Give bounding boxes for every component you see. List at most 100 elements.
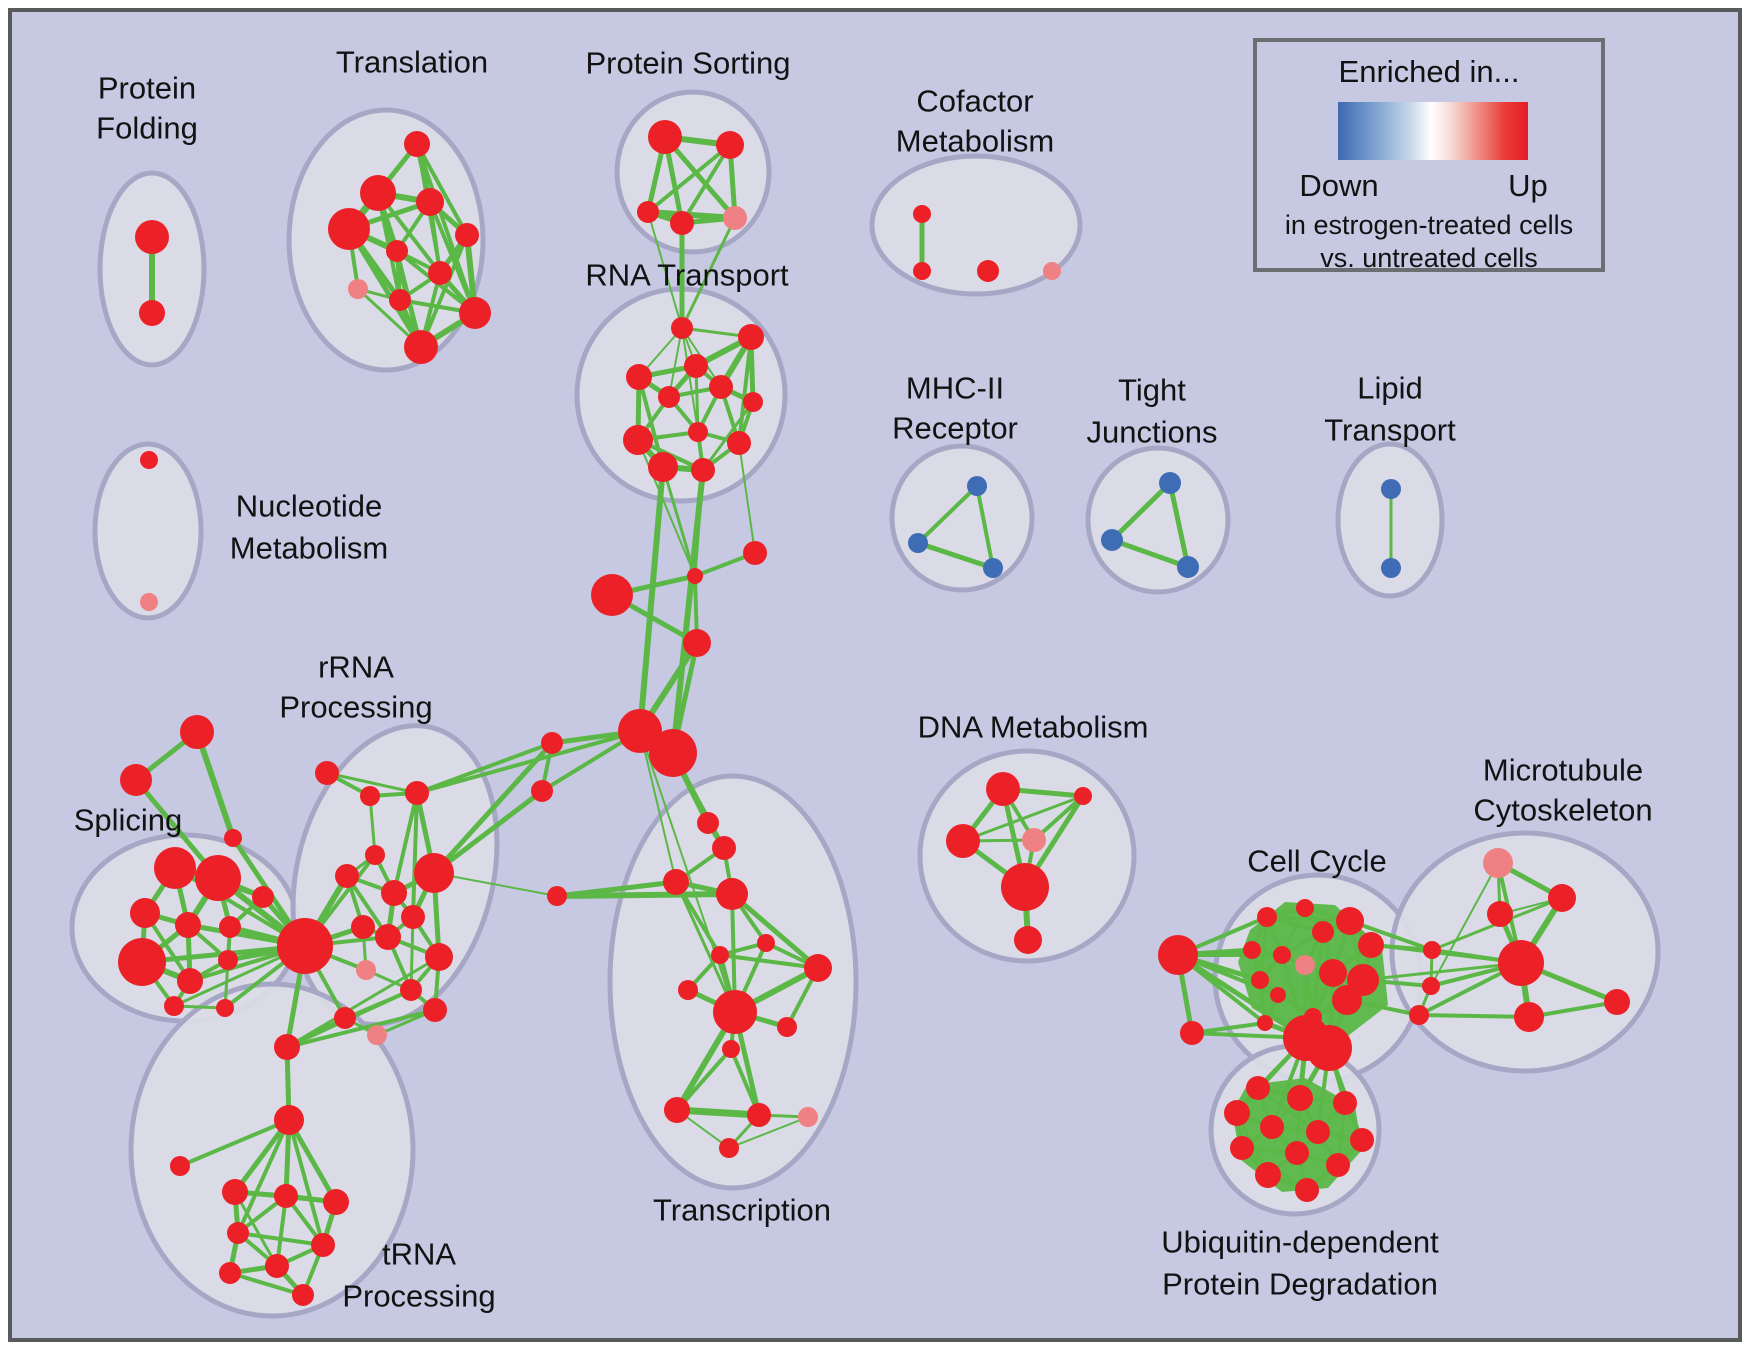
microtubule-cytoskeleton-node-8[interactable] xyxy=(1409,1005,1429,1025)
ubiquitin-degradation-node-9[interactable] xyxy=(1326,1153,1350,1177)
transcription-node-9[interactable] xyxy=(713,990,757,1034)
splicing-node-3[interactable] xyxy=(130,898,160,928)
rna-transport-node-11[interactable] xyxy=(691,458,715,482)
transcription-node-4[interactable] xyxy=(547,886,567,906)
cell-cycle-node-6[interactable] xyxy=(1273,946,1291,964)
ubiquitin-degradation-node-3[interactable] xyxy=(1224,1100,1250,1126)
translation-node-9[interactable] xyxy=(459,297,491,329)
protein-sorting-node-1[interactable] xyxy=(716,131,744,159)
tight-junctions-node-2[interactable] xyxy=(1177,556,1199,578)
transcription-node-6[interactable] xyxy=(757,934,775,952)
translation-node-0[interactable] xyxy=(404,131,430,157)
protein-folding-node-0[interactable] xyxy=(135,220,169,254)
cell-cycle-node-2[interactable] xyxy=(1336,907,1364,935)
rna-transport-node-10[interactable] xyxy=(648,452,678,482)
rrna-processing-node-2[interactable] xyxy=(405,781,429,805)
ubiquitin-degradation-node-0[interactable] xyxy=(1246,1076,1270,1100)
connectors-node-12[interactable] xyxy=(1180,1021,1204,1045)
transcription-node-7[interactable] xyxy=(804,954,832,982)
splicing-node-2[interactable] xyxy=(252,886,274,908)
rna-transport-node-9[interactable] xyxy=(727,431,751,455)
microtubule-cytoskeleton-node-5[interactable] xyxy=(1514,1002,1544,1032)
translation-node-7[interactable] xyxy=(348,279,368,299)
rrna-processing-node-9[interactable] xyxy=(401,905,425,929)
connectors-node-7[interactable] xyxy=(649,729,697,777)
rrna-processing-node-5[interactable] xyxy=(381,880,407,906)
ubiquitin-degradation-node-1[interactable] xyxy=(1287,1085,1313,1111)
rrna-processing-node-0[interactable] xyxy=(315,761,339,785)
transcription-node-14[interactable] xyxy=(798,1107,818,1127)
transcription-node-2[interactable] xyxy=(663,869,689,895)
rrna-processing-node-14[interactable] xyxy=(334,1007,356,1029)
protein-sorting-node-3[interactable] xyxy=(670,211,694,235)
cell-cycle-node-11[interactable] xyxy=(1270,987,1286,1003)
ubiquitin-degradation-node-5[interactable] xyxy=(1306,1120,1330,1144)
cofactor-metabolism-node-2[interactable] xyxy=(977,260,999,282)
connectors-node-11[interactable] xyxy=(1158,935,1198,975)
protein-folding-node-1[interactable] xyxy=(139,300,165,326)
connectors-node-6[interactable] xyxy=(618,709,662,753)
cell-cycle-node-12[interactable] xyxy=(1332,985,1362,1015)
translation-node-1[interactable] xyxy=(360,175,396,211)
connectors-node-1[interactable] xyxy=(743,541,767,565)
transcription-node-8[interactable] xyxy=(678,980,698,1000)
cofactor-metabolism-node-1[interactable] xyxy=(913,262,931,280)
ubiquitin-degradation-node-11[interactable] xyxy=(1295,1178,1319,1202)
dna-metabolism-node-0[interactable] xyxy=(986,772,1020,806)
lipid-transport-node-0[interactable] xyxy=(1381,479,1401,499)
dna-metabolism-node-1[interactable] xyxy=(1074,787,1092,805)
protein-sorting-node-4[interactable] xyxy=(723,206,747,230)
trna-processing-node-5[interactable] xyxy=(323,1189,349,1215)
transcription-node-3[interactable] xyxy=(716,878,748,910)
trna-processing-node-1[interactable] xyxy=(274,1105,304,1135)
cell-cycle-node-8[interactable] xyxy=(1251,971,1269,989)
cell-cycle-node-7[interactable] xyxy=(1295,955,1315,975)
splicing-node-11[interactable] xyxy=(277,918,333,974)
translation-node-4[interactable] xyxy=(455,223,479,247)
rna-transport-node-6[interactable] xyxy=(743,392,763,412)
nucleotide-metabolism-node-0[interactable] xyxy=(140,451,158,469)
rna-transport-node-0[interactable] xyxy=(671,317,693,339)
trna-processing-node-10[interactable] xyxy=(292,1284,314,1306)
rna-transport-node-8[interactable] xyxy=(623,425,653,455)
nucleotide-metabolism-node-1[interactable] xyxy=(140,593,158,611)
mhc-ii-receptor-node-2[interactable] xyxy=(983,558,1003,578)
splicing-node-4[interactable] xyxy=(175,912,201,938)
rna-transport-node-2[interactable] xyxy=(684,354,708,378)
cell-cycle-node-1[interactable] xyxy=(1296,899,1314,917)
connectors-node-4[interactable] xyxy=(541,732,563,754)
trna-processing-node-6[interactable] xyxy=(227,1222,249,1244)
transcription-node-1[interactable] xyxy=(712,836,736,860)
translation-node-8[interactable] xyxy=(389,289,411,311)
microtubule-cytoskeleton-node-2[interactable] xyxy=(1487,901,1513,927)
mhc-ii-receptor-node-1[interactable] xyxy=(908,533,928,553)
lipid-transport-node-1[interactable] xyxy=(1381,558,1401,578)
dna-metabolism-node-4[interactable] xyxy=(1001,863,1049,911)
trna-processing-node-8[interactable] xyxy=(219,1262,241,1284)
rna-transport-node-4[interactable] xyxy=(658,386,680,408)
transcription-node-12[interactable] xyxy=(664,1097,690,1123)
dna-metabolism-node-2[interactable] xyxy=(946,824,980,858)
microtubule-cytoskeleton-node-6[interactable] xyxy=(1423,941,1441,959)
dna-metabolism-node-5[interactable] xyxy=(1014,926,1042,954)
ubiquitin-degradation-node-7[interactable] xyxy=(1230,1136,1254,1160)
rrna-processing-node-12[interactable] xyxy=(400,979,422,1001)
splicing-node-0[interactable] xyxy=(154,847,196,889)
mhc-ii-receptor-node-0[interactable] xyxy=(967,476,987,496)
splicing-node-9[interactable] xyxy=(164,996,184,1016)
rna-transport-node-3[interactable] xyxy=(626,364,652,390)
ubiquitin-degradation-node-10[interactable] xyxy=(1255,1162,1281,1188)
tight-junctions-node-0[interactable] xyxy=(1159,472,1181,494)
connectors-node-0[interactable] xyxy=(687,568,703,584)
ubiquitin-degradation-node-4[interactable] xyxy=(1260,1115,1284,1139)
cell-cycle-node-0[interactable] xyxy=(1257,907,1277,927)
microtubule-cytoskeleton-node-0[interactable] xyxy=(1483,848,1513,878)
translation-node-2[interactable] xyxy=(416,188,444,216)
connectors-node-9[interactable] xyxy=(120,764,152,796)
rna-transport-node-1[interactable] xyxy=(738,324,764,350)
splicing-node-7[interactable] xyxy=(177,968,203,994)
splicing-node-6[interactable] xyxy=(118,938,166,986)
rrna-processing-node-3[interactable] xyxy=(365,845,385,865)
cell-cycle-node-4[interactable] xyxy=(1358,932,1384,958)
rrna-processing-node-11[interactable] xyxy=(356,960,376,980)
